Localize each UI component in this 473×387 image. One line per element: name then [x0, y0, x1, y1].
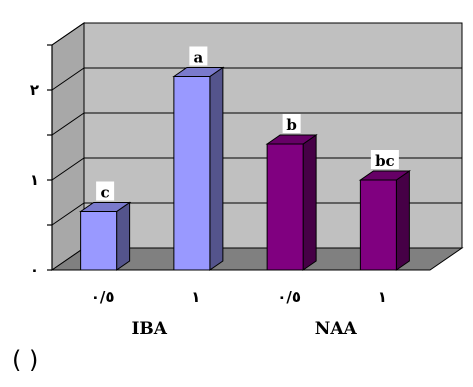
bar-side — [302, 134, 317, 271]
data-label: b — [286, 116, 297, 134]
gridline — [51, 157, 462, 181]
data-label-background — [96, 181, 115, 201]
y-tick-label: ٢ — [30, 81, 39, 99]
data-label: a — [194, 49, 204, 67]
x-group-label: IBA — [131, 319, 167, 339]
data-label-background — [370, 150, 399, 169]
bar-front — [173, 76, 211, 271]
y-tick-label: ١ — [30, 171, 39, 189]
gridline — [51, 67, 462, 91]
x-tick-label: ١ — [378, 288, 387, 306]
y-tick-label: ٠ — [30, 261, 39, 279]
data-label: bc — [375, 152, 395, 170]
bar-side — [116, 201, 131, 271]
gridline — [51, 202, 462, 226]
bar-0 — [79, 201, 132, 271]
bar-front — [266, 143, 304, 271]
bar-front — [359, 179, 397, 271]
data-label-background — [282, 114, 301, 133]
x-tick-label: ٠/٥ — [277, 288, 301, 306]
bar-front — [80, 211, 118, 271]
side-wall — [51, 22, 85, 271]
gridline — [51, 112, 462, 136]
data-label-background — [189, 46, 208, 66]
bar-3 — [358, 170, 411, 271]
bar-side — [395, 170, 410, 271]
x-group-label: NAA — [315, 319, 358, 339]
data-label: c — [101, 184, 110, 202]
x-tick-label: ١ — [191, 288, 200, 306]
bar-side — [209, 66, 224, 271]
footer-text: ( ) — [12, 346, 38, 374]
gridline — [51, 22, 462, 46]
bar-1 — [172, 66, 225, 271]
bar-2 — [265, 134, 318, 271]
x-tick-label: ٠/٥ — [91, 288, 115, 306]
